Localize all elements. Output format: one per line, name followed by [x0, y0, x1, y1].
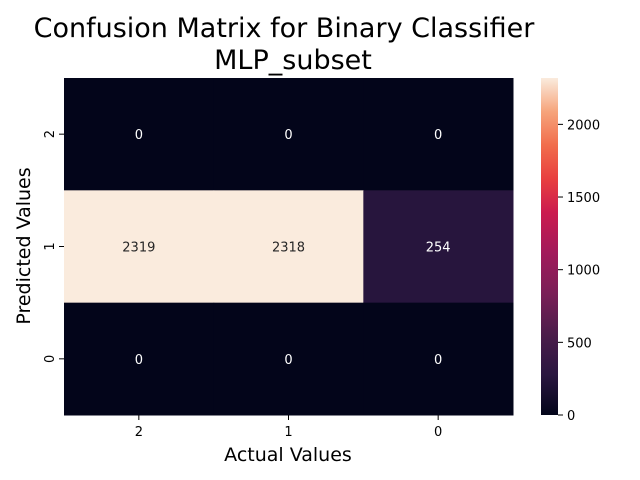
heatmap-cell-label-r1-c1: 2318 — [272, 241, 305, 256]
y-axis-label: Predicted Values — [13, 167, 35, 324]
heatmap-cell-r0-c1 — [213, 78, 364, 191]
x-axis-ticks: 2 1 0 — [135, 415, 442, 440]
heatmap-cell-r1-c0 — [64, 190, 215, 304]
y-tick-label-0: 2 — [43, 130, 58, 138]
heatmap-cell-r2-c0 — [64, 302, 215, 416]
colorbar-tick-label-0: 0 — [567, 409, 575, 424]
y-tick-label-2: 0 — [43, 355, 58, 363]
heatmap-cell-label-r1-c2: 254 — [426, 241, 451, 256]
x-tick-label-1: 1 — [284, 425, 292, 440]
colorbar-tick-label-3: 1500 — [567, 191, 600, 206]
heatmap-cell-r2-c1 — [213, 302, 364, 416]
heatmap-cell-label-r1-c0: 2319 — [122, 241, 155, 256]
colorbar — [541, 78, 558, 415]
heatmap-cell-label-r2-c2: 0 — [434, 353, 442, 368]
x-tick-label-0: 2 — [135, 425, 143, 440]
heatmap-cell-r2-c2 — [363, 302, 514, 416]
colorbar-ticks: 0 500 1000 1500 2000 — [558, 118, 600, 424]
y-axis-ticks: 2 1 0 — [43, 130, 64, 363]
heatmap-cell-label-r2-c0: 0 — [135, 353, 143, 368]
chart-title-line-2: MLP_subset — [214, 45, 372, 76]
heatmap-cell-r1-c2 — [363, 190, 514, 304]
heatmap-cell-label-r0-c1: 0 — [284, 128, 292, 143]
heatmap-cell-label-r2-c1: 0 — [284, 353, 292, 368]
heatmap-cell-label-r0-c0: 0 — [135, 128, 143, 143]
colorbar-tick-label-2: 1000 — [567, 264, 600, 279]
x-tick-label-2: 0 — [434, 425, 442, 440]
heatmap-cell-r0-c2 — [363, 78, 514, 191]
heatmap-grid: 0 0 0 2319 2318 254 0 0 0 — [64, 78, 514, 416]
heatmap-cell-label-r0-c2: 0 — [434, 128, 442, 143]
y-tick-label-1: 1 — [43, 242, 58, 250]
colorbar-tick-label-1: 500 — [567, 336, 592, 351]
chart-title-line-1: Confusion Matrix for Binary Classifier — [34, 13, 536, 44]
heatmap-cell-r1-c1 — [213, 190, 364, 304]
x-axis-label: Actual Values — [224, 444, 352, 466]
colorbar-tick-label-4: 2000 — [567, 118, 600, 133]
heatmap-cell-r0-c0 — [64, 78, 215, 191]
